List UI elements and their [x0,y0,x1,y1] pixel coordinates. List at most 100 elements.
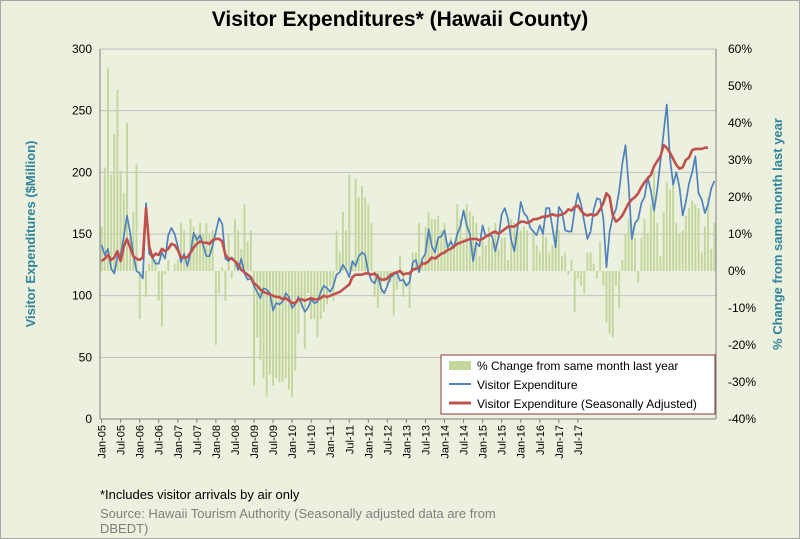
bar [557,230,560,271]
bar [341,211,344,271]
bar [103,167,106,271]
axes: 0 50 100 150 200 250 300 -40% -30% -20% -10% 0% 10% 2… [23,42,785,459]
bar [602,271,605,286]
x-tick-label: Jul-15 [497,425,509,455]
bar [653,171,656,271]
y-tick-label-left: 50 [79,350,93,364]
bar [621,259,624,271]
bar [522,226,525,271]
bar [173,263,176,271]
bar [167,259,170,271]
bar [338,252,341,271]
legend: % Change from same month last year Visito… [440,354,716,415]
bar [446,245,449,271]
bar [135,163,138,271]
bar [237,230,240,271]
bar [268,271,271,375]
bar [443,222,446,271]
x-tick-label: Jul-16 [535,425,547,455]
bar [497,248,500,271]
bar [538,252,541,271]
bar [224,271,227,301]
bar [402,271,405,297]
bar [503,237,506,271]
bar [468,211,471,271]
bar [449,237,452,271]
bar [592,263,595,271]
bar [532,230,535,271]
bar [383,271,386,283]
bar [259,271,262,360]
bar [510,219,513,271]
bar [310,271,313,320]
bar [481,241,484,271]
bar [573,271,576,312]
bar [348,174,351,271]
bar [256,271,259,338]
bar [427,211,430,271]
bar [300,271,303,308]
bar [106,67,109,271]
y-tick-label-right: -10% [728,301,756,315]
bar [561,256,563,271]
bar [284,271,287,379]
y-tick-label-right: 0% [728,264,746,278]
bar [580,271,583,286]
x-tick-label: Jul-09 [268,425,280,455]
bar [195,234,198,271]
bar [659,256,662,271]
bar [691,200,694,271]
bar [113,134,116,271]
bar [700,252,703,271]
bar [183,230,186,271]
bar [234,219,236,271]
bar [160,271,163,327]
bar [684,215,687,271]
bar [126,123,128,271]
bar [627,219,630,271]
x-tick-label: Jan-05 [97,425,109,459]
bar [354,178,357,271]
bar [119,171,122,271]
bar-series [100,67,716,397]
bar [367,204,370,271]
bar [157,271,160,301]
bar [675,222,678,271]
bar [281,271,284,382]
legend-box [440,354,716,415]
bar [370,222,373,271]
bar [148,263,151,271]
y-tick-label-left: 0 [85,412,92,426]
bar [564,252,567,271]
bar [643,219,646,271]
bar [316,271,319,338]
legend-label: Visitor Expenditure [477,378,578,392]
bar [408,271,411,308]
bar [634,237,636,271]
x-tick-label: Jul-14 [459,425,471,455]
bar [434,219,436,271]
y-tick-label-right: 10% [728,227,752,241]
bar [567,271,570,275]
bar [710,248,713,271]
bar [110,174,113,271]
bar [287,271,290,390]
bar [618,271,621,308]
bar [678,234,681,271]
x-tick-label: Jul-13 [420,425,432,455]
bar [656,222,659,271]
bar [399,256,402,271]
x-tick-label: Jan-10 [287,425,299,459]
bar [275,271,278,379]
x-tick-label: Jan-09 [249,425,261,459]
bar [376,271,379,308]
y-tick-label-left: 100 [72,289,92,303]
bar [713,222,716,271]
bar [322,271,325,312]
bar [246,241,249,271]
bar [707,197,710,271]
bar [672,182,675,271]
bar [595,271,598,279]
bar [526,230,529,271]
bar [253,271,255,386]
